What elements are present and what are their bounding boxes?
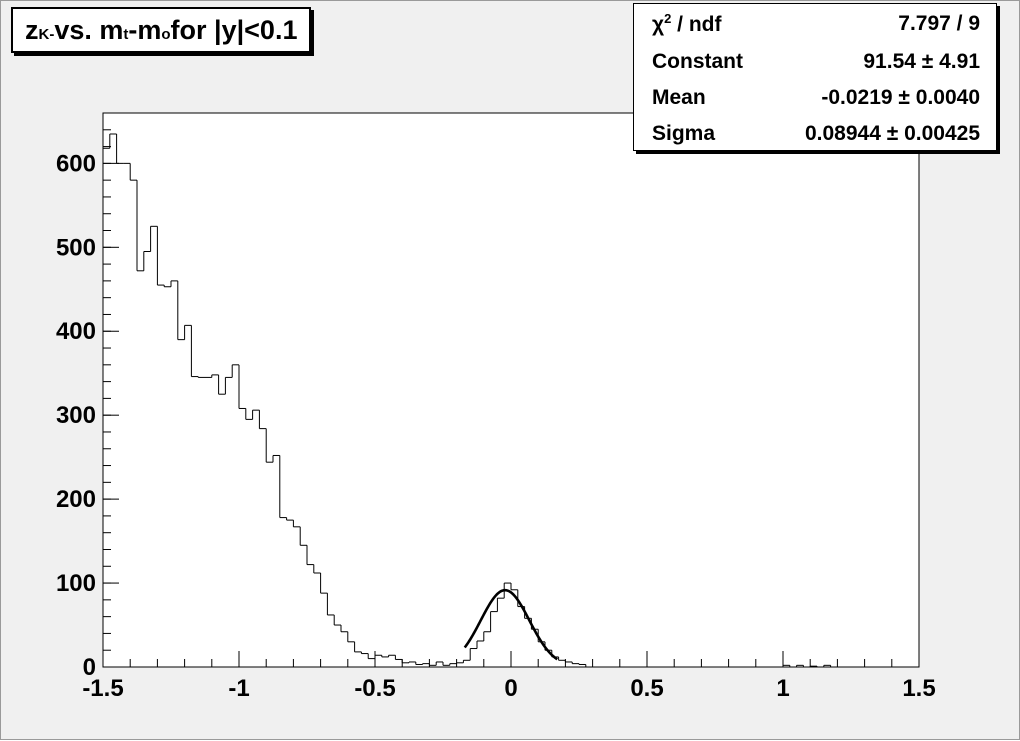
- title-tail: for |y|<0.1: [170, 14, 298, 45]
- y-tick-label: 100: [56, 570, 96, 597]
- y-tick-label: 0: [83, 654, 96, 681]
- fit-stats-box: χ2 / ndf 7.797 / 9 Constant 91.54 ± 4.91…: [633, 3, 997, 151]
- y-tick-label: 500: [56, 234, 96, 261]
- title-z: z: [25, 14, 39, 45]
- sigma-value: 0.08944 ± 0.00425: [804, 122, 980, 145]
- title-middle2: -m: [128, 14, 162, 45]
- x-tick-label: 1.5: [902, 675, 935, 702]
- y-tick-label: 200: [56, 486, 96, 513]
- constant-label: Constant: [652, 50, 743, 73]
- constant-value: 91.54 ± 4.91: [863, 50, 980, 73]
- sigma-label: Sigma: [652, 122, 716, 145]
- y-tick-label: 600: [56, 150, 96, 177]
- stat-row-chi2: χ2 / ndf 7.797 / 9: [634, 6, 996, 42]
- plot-title: z K- vs. m t -m o for |y|<0.1: [11, 7, 312, 53]
- stat-row-mean: Mean -0.0219 ± 0.0040: [634, 80, 996, 116]
- histogram-bins: [102, 133, 832, 668]
- title-middle: vs. m: [54, 14, 124, 45]
- title-sub-t: t: [123, 25, 129, 43]
- x-tick-label: 0: [504, 675, 517, 702]
- stat-row-sigma: Sigma 0.08944 ± 0.00425: [634, 116, 996, 152]
- x-tick-label: 1: [776, 675, 789, 702]
- x-ticks: -1.5 -1 -0.5 0 0.5 1 1.5: [82, 651, 936, 702]
- mean-value: -0.0219 ± 0.0040: [821, 86, 980, 109]
- fit-curve: [463, 588, 558, 661]
- stat-row-constant: Constant 91.54 ± 4.91: [634, 44, 996, 80]
- y-ticks: 0 100 200 300 400 500 600: [56, 112, 119, 681]
- mean-label: Mean: [652, 86, 706, 109]
- title-sub-k: K-: [38, 25, 55, 43]
- chi2-value: 7.797 / 9: [898, 12, 980, 35]
- y-tick-label: 300: [56, 402, 96, 429]
- y-tick-label: 400: [56, 318, 96, 345]
- x-tick-label: -1: [228, 675, 249, 702]
- title-sub-o: o: [161, 25, 171, 43]
- x-tick-label: -0.5: [354, 675, 395, 702]
- x-tick-label: -1.5: [82, 675, 123, 702]
- chi2-label: χ2 / ndf: [652, 11, 722, 36]
- x-tick-label: 0.5: [630, 675, 663, 702]
- gaussian-fit: [463, 588, 558, 661]
